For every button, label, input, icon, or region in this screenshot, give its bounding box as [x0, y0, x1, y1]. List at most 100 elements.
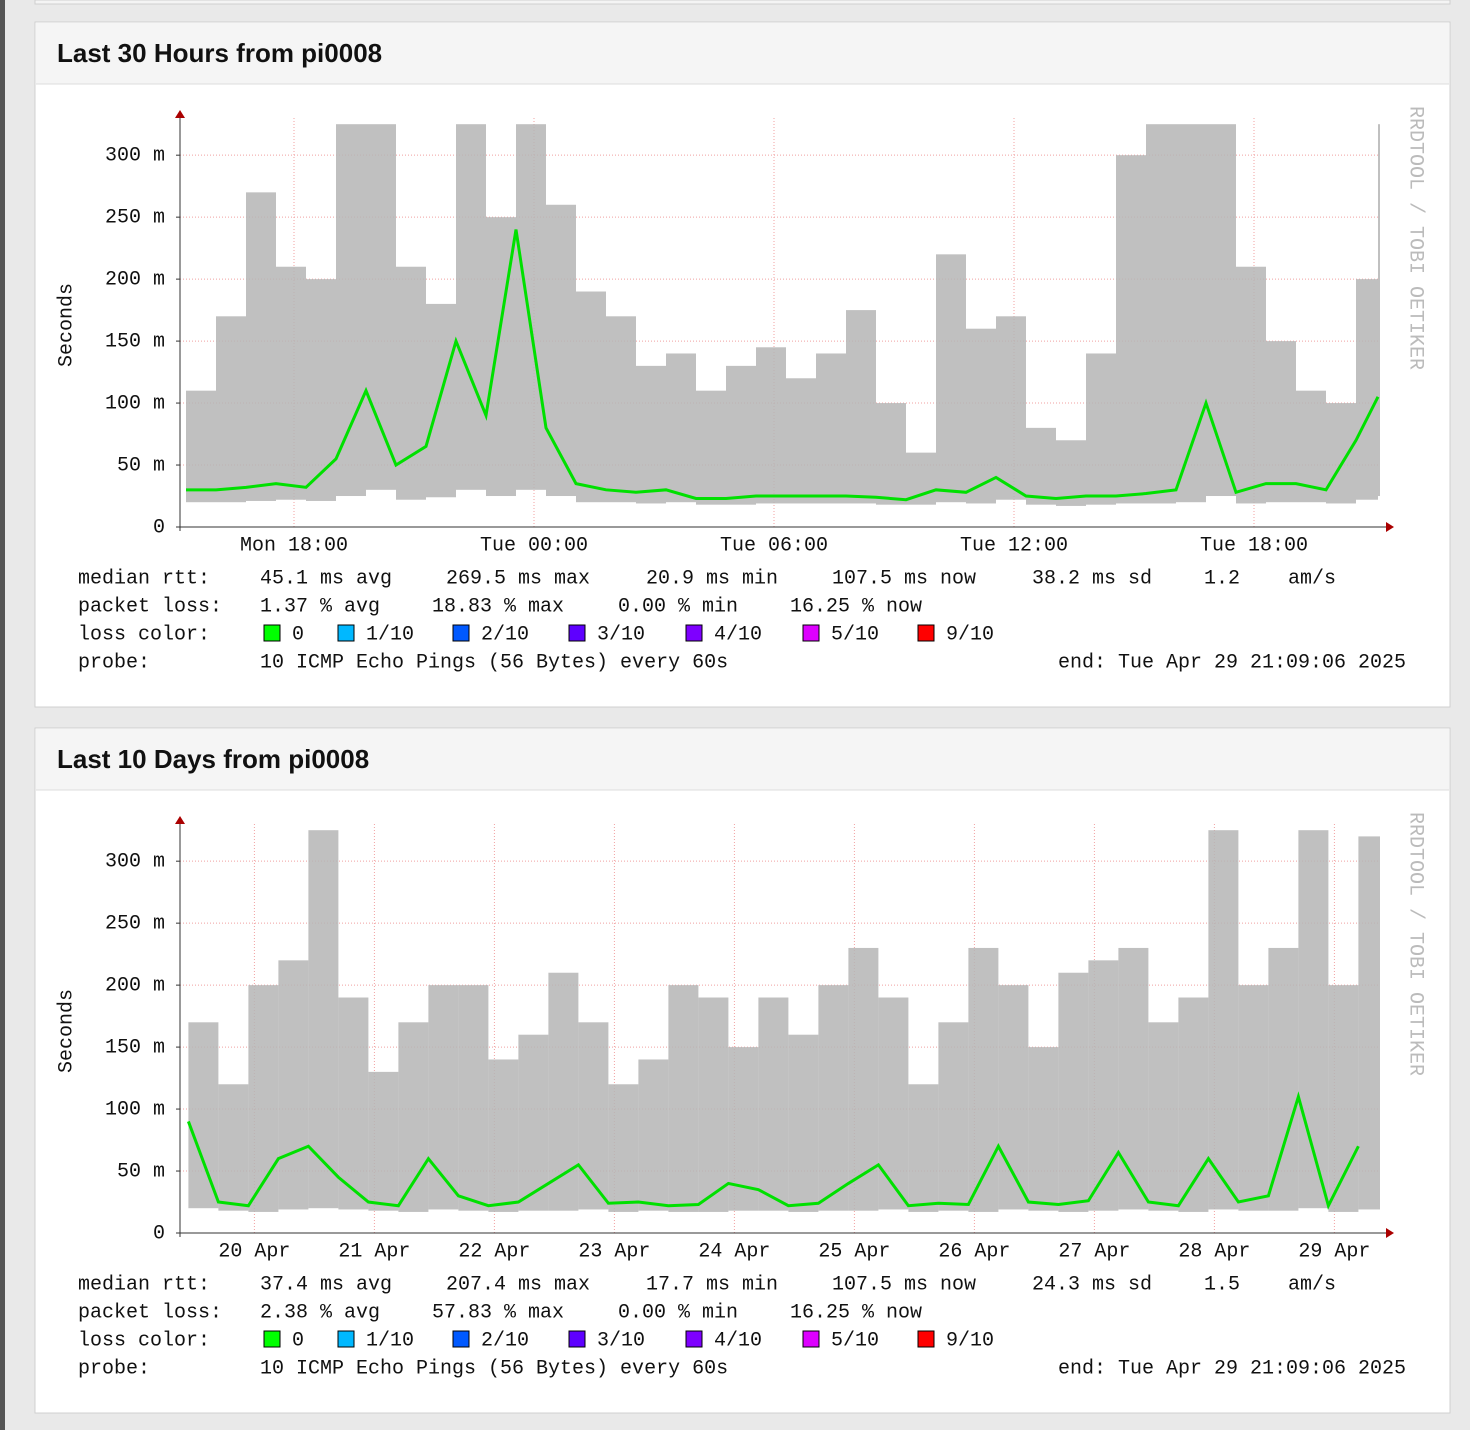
smoke — [576, 291, 606, 503]
smoke — [698, 997, 729, 1212]
y-axis-label: Seconds — [55, 283, 78, 367]
smoke — [1358, 836, 1380, 1210]
x-tick-label: 29 Apr — [1298, 1240, 1370, 1263]
smoke — [758, 997, 789, 1211]
stat: 37.4 ms avg — [260, 1273, 392, 1296]
loss-swatch — [917, 624, 935, 642]
stat: 107.5 ms now — [832, 1273, 976, 1296]
panel-title: Last 10 Days from pi0008 — [57, 744, 369, 774]
smoke — [276, 266, 306, 500]
stat: 1.37 % avg — [260, 595, 380, 618]
loss-swatch — [263, 1330, 281, 1348]
stat: 24.3 ms sd — [1032, 1273, 1152, 1296]
y-tick-label: 150 m — [105, 330, 165, 353]
smoke — [548, 972, 579, 1211]
axis-arrow — [175, 816, 185, 824]
smoke — [756, 347, 786, 504]
loss-swatch — [263, 624, 281, 642]
smoke — [936, 254, 966, 503]
smoke — [726, 365, 756, 505]
stat: 107.5 ms now — [832, 567, 976, 590]
smoke — [546, 204, 576, 497]
smoke — [456, 124, 486, 490]
smoke — [848, 947, 879, 1211]
stat: 17.7 ms min — [646, 1273, 778, 1296]
smoke — [608, 1084, 639, 1212]
y-tick-label: 300 m — [105, 144, 165, 167]
stat: 269.5 ms max — [446, 567, 590, 590]
legend-label: loss color: — [78, 1329, 210, 1352]
smoke — [396, 266, 426, 500]
axis-arrow — [175, 110, 185, 118]
y-tick-label: 0 — [153, 516, 165, 539]
axis-arrow — [1386, 1228, 1394, 1238]
x-tick-label: 26 Apr — [938, 1240, 1010, 1263]
y-tick-label: 100 m — [105, 1098, 165, 1121]
y-tick-label: 200 m — [105, 974, 165, 997]
y-tick-label: 50 m — [117, 1160, 165, 1183]
smoke — [1178, 997, 1209, 1212]
smoke — [696, 390, 726, 505]
smoke — [996, 316, 1026, 500]
loss-swatch — [337, 1330, 355, 1348]
smoke — [636, 365, 666, 504]
legend-label: probe: — [78, 651, 150, 674]
y-tick-label: 200 m — [105, 268, 165, 291]
smoke — [1268, 947, 1299, 1211]
smoke — [246, 192, 276, 501]
legend-label: median rtt: — [78, 567, 210, 590]
smoke — [818, 985, 849, 1211]
smoke — [1236, 266, 1266, 504]
stat: 1.5 — [1204, 1273, 1240, 1296]
stat: 0.00 % min — [618, 1301, 738, 1324]
smoke — [426, 303, 456, 498]
smoke — [666, 353, 696, 503]
panel-header — [36, 729, 1449, 790]
median-line — [186, 229, 1380, 502]
smoke — [1146, 124, 1176, 504]
smoke — [1028, 1047, 1059, 1211]
loss-swatch — [802, 624, 820, 642]
panel-header — [36, 23, 1449, 84]
stat: 0.00 % min — [618, 595, 738, 618]
end-time: end: Tue Apr 29 21:09:06 2025 — [1058, 1357, 1406, 1380]
smoke — [1086, 353, 1116, 505]
loss-label: 0 — [292, 1329, 304, 1352]
smoke — [488, 1059, 519, 1212]
window-edge — [0, 0, 5, 1430]
watermark: RRDTOOL / TOBI OETIKER — [1404, 106, 1427, 370]
smoke — [518, 1034, 549, 1211]
panel-title: Last 30 Hours from pi0008 — [57, 38, 382, 68]
smoke — [1088, 960, 1119, 1211]
smoke — [1058, 972, 1089, 1212]
loss-label: 2/10 — [481, 623, 529, 646]
axis-arrow — [1386, 522, 1394, 532]
smoke — [308, 830, 339, 1209]
smoke — [1326, 403, 1356, 504]
loss-swatch — [685, 1330, 703, 1348]
median-line — [186, 1091, 1360, 1210]
legend-label: packet loss: — [78, 1301, 222, 1324]
smoke — [278, 960, 309, 1210]
smoke — [938, 1022, 969, 1211]
smoke — [1116, 155, 1146, 504]
x-tick-label: Mon 18:00 — [240, 534, 348, 557]
x-tick-label: Tue 06:00 — [720, 534, 828, 557]
smoke — [338, 997, 369, 1210]
y-tick-label: 250 m — [105, 206, 165, 229]
x-tick-label: 23 Apr — [578, 1240, 650, 1263]
smoke — [248, 985, 279, 1212]
loss-swatch — [452, 624, 470, 642]
x-tick-label: 25 Apr — [818, 1240, 890, 1263]
loss-label: 3/10 — [597, 623, 645, 646]
smoke — [186, 390, 216, 503]
smoke — [366, 124, 396, 490]
y-tick-label: 150 m — [105, 1036, 165, 1059]
stat: 207.4 ms max — [446, 1273, 590, 1296]
legend-label: probe: — [78, 1357, 150, 1380]
loss-swatch — [568, 624, 586, 642]
smoke — [668, 985, 699, 1212]
smoke — [606, 316, 636, 503]
